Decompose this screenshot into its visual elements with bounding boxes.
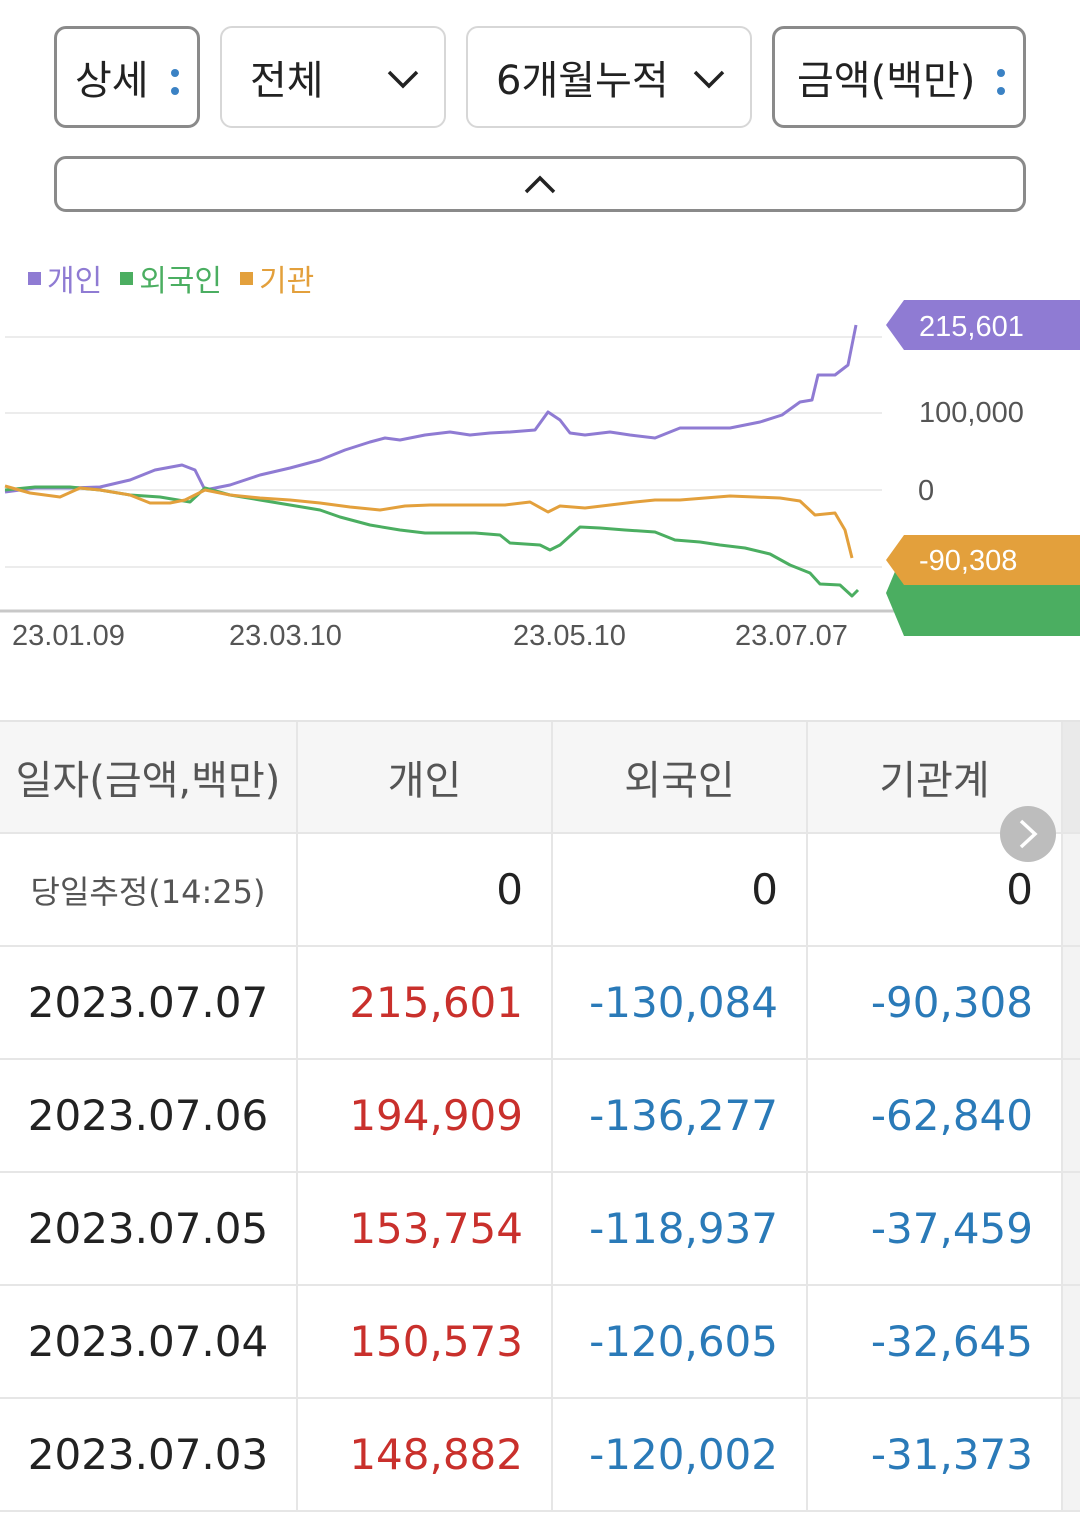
row-edge	[1063, 834, 1080, 945]
row-foreign: -136,277	[553, 1060, 808, 1171]
row-institution: -37,459	[808, 1173, 1063, 1284]
col-foreign: 외국인	[553, 722, 808, 832]
today-label: 당일추정(14:25)	[0, 834, 298, 945]
row-date: 2023.07.05	[0, 1173, 298, 1284]
chart-legend: 개인 외국인 기관	[28, 256, 332, 300]
table-row: 2023.07.06 194,909 -136,277 -62,840	[0, 1060, 1080, 1173]
legend-label: 외국인	[139, 264, 223, 299]
row-individual: 194,909	[298, 1060, 553, 1171]
legend-item-institution: 기관	[240, 256, 314, 300]
row-edge	[1063, 1060, 1080, 1171]
x-tick-label: 23.05.10	[513, 620, 626, 652]
collapse-filters-button[interactable]	[54, 156, 1026, 212]
row-date: 2023.07.03	[0, 1399, 298, 1510]
table-row: 2023.07.04 150,573 -120,605 -32,645	[0, 1286, 1080, 1399]
row-individual: 150,573	[298, 1286, 553, 1397]
individual-line	[4, 324, 858, 494]
legend-swatch	[120, 271, 134, 285]
institution-value-tag	[886, 535, 1080, 585]
row-date: 2023.07.04	[0, 1286, 298, 1397]
row-institution: -90,308	[808, 947, 1063, 1058]
row-institution: -62,840	[808, 1060, 1063, 1171]
institution-line	[4, 484, 854, 559]
investor-dropdown-label: 전체	[250, 58, 324, 104]
row-institution: -31,373	[808, 1399, 1063, 1510]
x-tick-label: 23.03.10	[229, 620, 342, 652]
row-institution: -32,645	[808, 1286, 1063, 1397]
y-tick-label: 0	[918, 475, 934, 507]
view-mode-label: 상세	[75, 58, 149, 104]
vertical-dots-icon	[171, 69, 179, 95]
today-foreign: 0	[553, 834, 808, 945]
row-foreign: -120,605	[553, 1286, 808, 1397]
row-date: 2023.07.07	[0, 947, 298, 1058]
col-institution: 기관계	[808, 722, 1063, 832]
investor-dropdown[interactable]: 전체	[220, 26, 446, 128]
unit-select[interactable]: 금액(백만)	[772, 26, 1026, 128]
legend-item-individual: 개인	[28, 256, 102, 300]
row-individual: 153,754	[298, 1173, 553, 1284]
legend-swatch	[28, 271, 41, 285]
table-row-today: 당일추정(14:25) 0 0 0	[0, 834, 1080, 947]
y-tick-label: 100,000	[919, 397, 1024, 429]
unit-select-label: 금액(백만)	[797, 58, 976, 104]
legend-label: 개인	[47, 264, 103, 299]
x-tick-label: 23.07.07	[735, 620, 848, 652]
table-row: 2023.07.05 153,754 -118,937 -37,459	[0, 1173, 1080, 1286]
view-mode-select[interactable]: 상세	[54, 26, 200, 128]
today-institution: 0	[808, 834, 1063, 945]
table-next-button[interactable]	[1000, 806, 1056, 862]
individual-value-tag	[886, 300, 1080, 350]
individual-value-label: 215,601	[919, 311, 1024, 343]
table-row: 2023.07.07 215,601 -130,084 -90,308	[0, 947, 1080, 1060]
row-edge	[1063, 947, 1080, 1058]
table-row: 2023.07.03 148,882 -120,002 -31,373	[0, 1399, 1080, 1512]
row-individual: 215,601	[298, 947, 553, 1058]
period-dropdown[interactable]: 6개월누적	[466, 26, 752, 128]
chevron-up-icon	[524, 175, 556, 194]
table-header: 일자(금액,백만) 개인 외국인 기관계	[0, 722, 1080, 834]
chevron-right-icon	[1019, 819, 1038, 849]
row-edge	[1063, 1399, 1080, 1510]
row-foreign: -118,937	[553, 1173, 808, 1284]
legend-swatch	[240, 271, 254, 285]
foreign-line	[4, 485, 860, 598]
period-dropdown-label: 6개월누적	[496, 58, 669, 104]
legend-item-foreign: 외국인	[120, 256, 222, 300]
investor-trend-chart: 100,000 0 23.01.09 23.03.10 23.05.10 23.07.07…	[0, 300, 1080, 652]
vertical-dots-icon	[997, 69, 1005, 95]
row-foreign: -120,002	[553, 1399, 808, 1510]
chevron-down-icon	[693, 70, 725, 89]
today-individual: 0	[298, 834, 553, 945]
row-edge	[1063, 1173, 1080, 1284]
x-tick-label: 23.01.09	[12, 620, 125, 652]
chevron-down-icon	[387, 70, 419, 89]
row-individual: 148,882	[298, 1399, 553, 1510]
row-date: 2023.07.06	[0, 1060, 298, 1171]
filter-bar: 상세 전체 6개월누적 금액(백만)	[54, 26, 1026, 128]
institution-value-label: -90,308	[919, 545, 1017, 577]
col-scroll-edge	[1063, 722, 1080, 832]
legend-label: 기관	[259, 264, 315, 299]
col-date: 일자(금액,백만)	[0, 722, 298, 832]
row-foreign: -130,084	[553, 947, 808, 1058]
investor-table: 일자(금액,백만) 개인 외국인 기관계 당일추정(14:25) 0 0 0 2…	[0, 720, 1080, 1512]
row-edge	[1063, 1286, 1080, 1397]
col-individual: 개인	[298, 722, 553, 832]
